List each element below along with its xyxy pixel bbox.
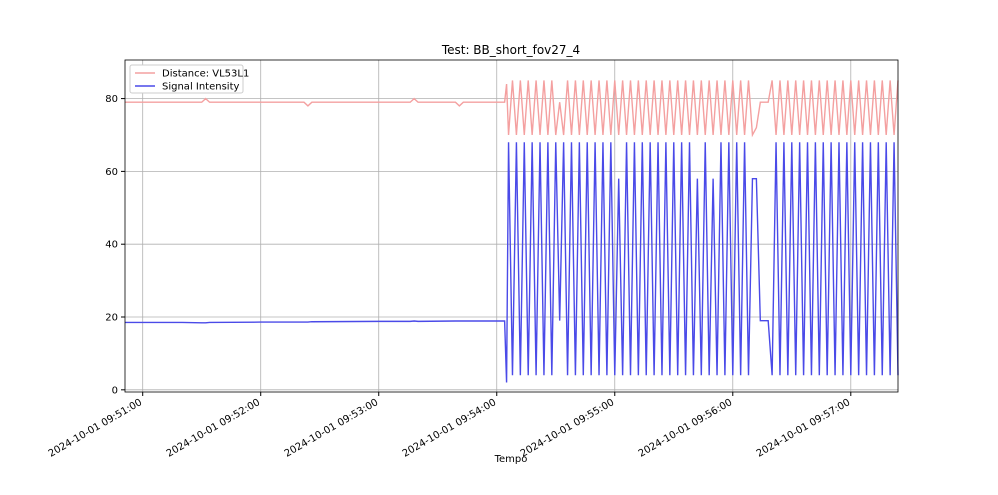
legend-box [129, 64, 244, 94]
x-axis-label: Tempo [494, 454, 528, 465]
x-tick-label: 2024-10-01 09:53:00 [283, 397, 380, 460]
x-tick-label: 2024-10-01 09:51:00 [47, 397, 144, 460]
legend-label: Distance: VL53L1 [162, 69, 249, 80]
x-tick-label: 2024-10-01 09:56:00 [637, 397, 734, 460]
y-tick-label: 40 [105, 240, 118, 251]
data-line [125, 142, 899, 383]
x-tick-label: 2024-10-01 09:57:00 [755, 397, 852, 460]
data-line [125, 80, 899, 138]
y-tick-label: 60 [105, 167, 118, 178]
chart-title: Test: BB_short_fov27_4 [441, 43, 580, 57]
y-tick-label: 0 [112, 385, 118, 396]
x-tick-label: 2024-10-01 09:52:00 [165, 397, 262, 460]
y-tick-label: 80 [105, 94, 118, 105]
x-tick-label: 2024-10-01 09:54:00 [401, 397, 498, 460]
x-tick-label: 2024-10-01 09:55:00 [519, 397, 616, 460]
legend-label: Signal Intensity [162, 82, 240, 93]
plot-frame [124, 59, 899, 393]
y-tick-label: 20 [105, 313, 118, 324]
